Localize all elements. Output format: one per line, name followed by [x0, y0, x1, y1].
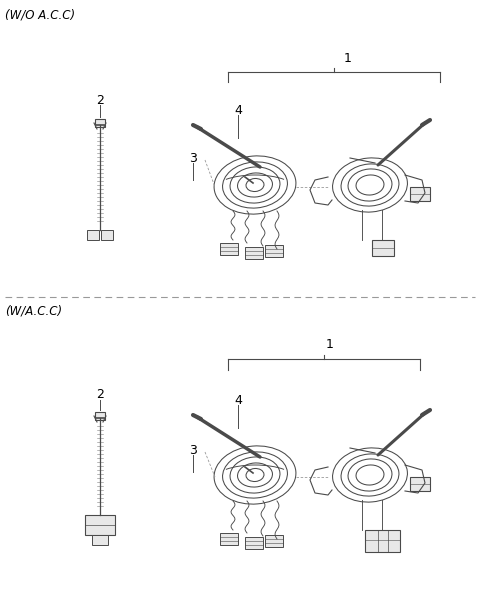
Text: 2: 2 — [96, 93, 104, 107]
FancyBboxPatch shape — [95, 412, 105, 420]
FancyBboxPatch shape — [220, 243, 238, 255]
Text: 3: 3 — [189, 443, 197, 456]
Text: (W/A.C.C): (W/A.C.C) — [5, 305, 62, 318]
Text: 4: 4 — [234, 393, 242, 406]
Text: 1: 1 — [344, 52, 352, 64]
FancyBboxPatch shape — [245, 537, 263, 549]
FancyBboxPatch shape — [95, 119, 105, 127]
FancyBboxPatch shape — [220, 533, 238, 545]
FancyBboxPatch shape — [410, 187, 430, 201]
FancyBboxPatch shape — [265, 245, 283, 257]
Text: 1: 1 — [326, 339, 334, 352]
FancyBboxPatch shape — [92, 535, 108, 545]
FancyBboxPatch shape — [410, 477, 430, 491]
Text: 3: 3 — [189, 152, 197, 164]
FancyBboxPatch shape — [365, 530, 400, 552]
Text: 4: 4 — [234, 104, 242, 117]
Text: (W/O A.C.C): (W/O A.C.C) — [5, 8, 75, 21]
FancyBboxPatch shape — [85, 515, 115, 535]
FancyBboxPatch shape — [101, 230, 113, 240]
FancyBboxPatch shape — [245, 247, 263, 259]
FancyBboxPatch shape — [372, 240, 394, 256]
FancyBboxPatch shape — [265, 535, 283, 547]
Text: 2: 2 — [96, 389, 104, 402]
FancyBboxPatch shape — [87, 230, 99, 240]
